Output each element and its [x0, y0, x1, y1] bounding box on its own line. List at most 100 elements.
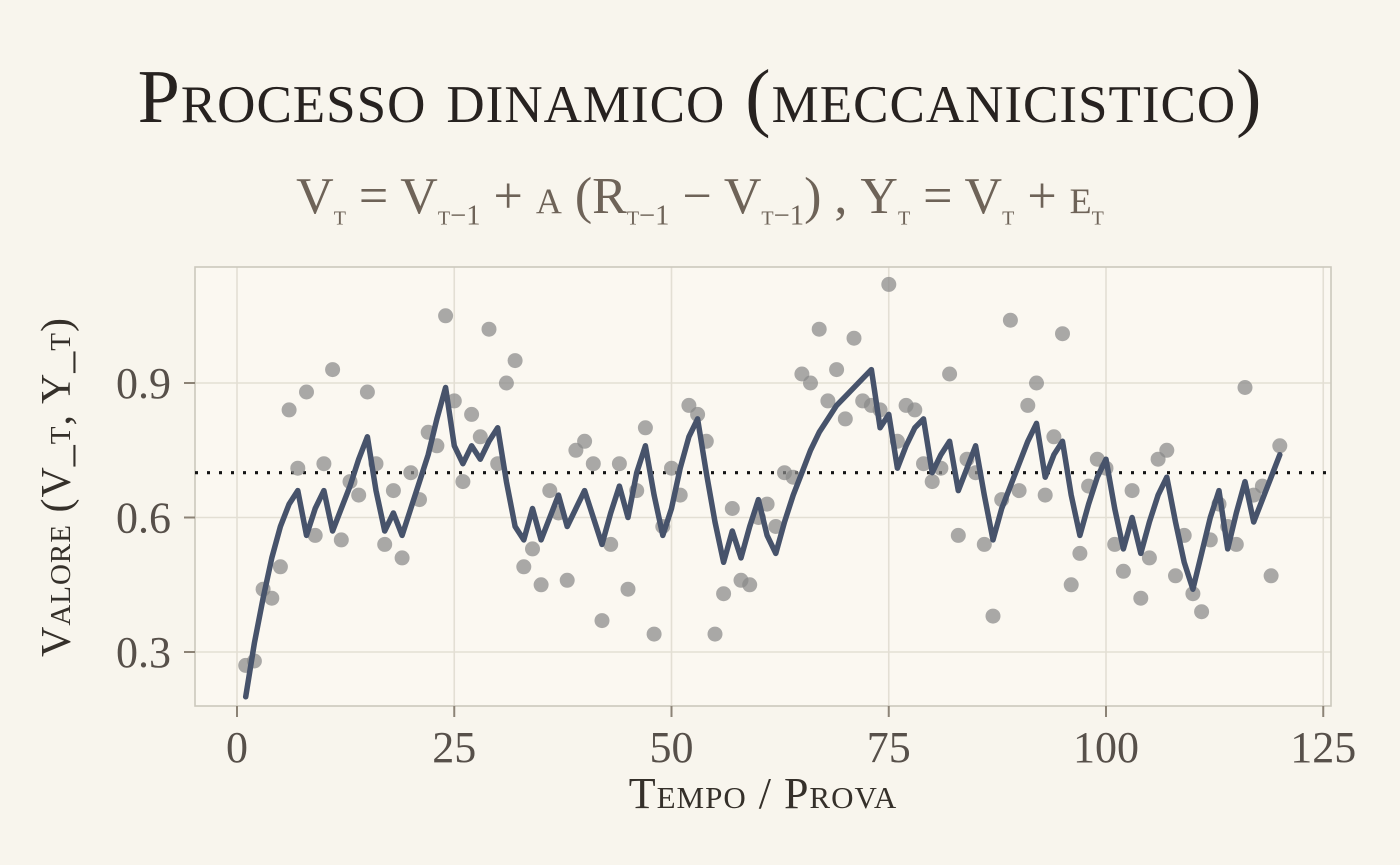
- scatter-point: [907, 402, 923, 418]
- scatter-point: [290, 460, 306, 476]
- scatter-point: [542, 483, 558, 499]
- process-line: [242, 366, 1283, 700]
- scatter-point: [1002, 312, 1018, 328]
- scatter-point: [1272, 438, 1288, 454]
- subtitle-text: + α (R: [480, 168, 627, 225]
- scatter-point: [846, 330, 862, 346]
- subtitle-text: + ε: [1014, 168, 1092, 225]
- subtitle-text: = V: [345, 168, 438, 225]
- chart-subtitle: Vt = Vt−1 + α (Rt−1 − Vt−1) , Yt = Vt + …: [0, 166, 1400, 232]
- chart-title: Processo dinamico (meccanicistico): [137, 55, 1263, 139]
- scatter-point: [316, 456, 332, 472]
- scatter-point: [1037, 487, 1053, 503]
- scatter-point: [403, 465, 419, 481]
- y-axis-title: Valore (V_t, Y_t): [34, 317, 80, 657]
- scatter-point: [837, 411, 853, 427]
- scatter-point: [1046, 429, 1062, 445]
- scatter-point: [742, 577, 758, 593]
- scatter-point: [759, 496, 775, 512]
- scatter-point: [1029, 375, 1044, 391]
- scatter-point: [1020, 397, 1036, 413]
- scatter-point: [1194, 604, 1210, 620]
- subtitle-subscript: t: [1091, 200, 1104, 232]
- scatter-point: [985, 608, 1001, 624]
- scatter-point: [1168, 568, 1183, 584]
- scatter-point: [472, 429, 488, 445]
- scatter-point: [829, 362, 845, 378]
- y-tick-label: 0.6: [116, 494, 171, 543]
- panel-background: [195, 267, 1331, 706]
- scatter-point: [351, 487, 367, 503]
- scatter-point: [455, 474, 471, 490]
- scatter-point: [325, 362, 341, 378]
- x-axis-title: Tempo / Prova: [628, 769, 898, 818]
- scatter-point: [881, 276, 897, 292]
- scatter-point: [464, 406, 480, 422]
- scatter-point: [533, 577, 549, 593]
- scatter-point: [716, 586, 732, 602]
- panel-border: [194, 266, 1332, 707]
- subtitle-subscript: t−1: [626, 200, 670, 232]
- scatter-point: [577, 433, 593, 449]
- scatter-point: [1107, 536, 1123, 552]
- x-tick-label: 0: [226, 723, 248, 772]
- y-tick-label: 0.3: [116, 628, 171, 677]
- scatter-point: [507, 353, 523, 369]
- scatter-point: [707, 626, 723, 642]
- scatter-point: [481, 321, 497, 337]
- scatter-point: [637, 420, 653, 436]
- scatter-point: [585, 456, 601, 472]
- scatter-point: [820, 393, 836, 409]
- x-tick-label: 75: [867, 723, 911, 772]
- scatter-point: [1072, 545, 1088, 561]
- scatter-point: [1237, 380, 1253, 395]
- scatter-point: [559, 572, 575, 588]
- subtitle-subscript: t−1: [437, 200, 481, 232]
- scatter-point: [1133, 590, 1149, 606]
- x-tick-label: 125: [1290, 723, 1356, 772]
- x-tick-label: 50: [650, 723, 694, 772]
- scatter-point: [724, 501, 740, 516]
- subtitle-text: − V: [669, 168, 762, 225]
- scatter-point: [385, 483, 401, 499]
- subtitle-text: = V: [910, 168, 1003, 225]
- scatter-point: [924, 474, 940, 490]
- scatter-point: [1185, 586, 1201, 602]
- scatter-point: [594, 613, 610, 629]
- scatter-point: [811, 321, 827, 337]
- scatter-point: [394, 550, 410, 566]
- scatter-point: [611, 456, 627, 472]
- scatter-point: [690, 406, 706, 422]
- scatter-point: [942, 366, 958, 382]
- scatter-point: [272, 559, 288, 575]
- subtitle-subscript: t: [897, 200, 911, 232]
- scatter-point: [307, 527, 323, 543]
- scatter-point: [1063, 577, 1079, 593]
- subtitle-text: ) , Y: [804, 168, 898, 225]
- scatter-point: [359, 384, 375, 400]
- scatter-point: [1115, 563, 1131, 579]
- scatter-point: [976, 536, 992, 552]
- subtitle-subscript: t: [333, 200, 346, 232]
- scatter-point: [438, 308, 454, 324]
- scatter-point: [803, 375, 818, 391]
- scatter-point: [333, 532, 349, 548]
- scatter-point: [264, 590, 280, 606]
- scatter-point: [525, 541, 540, 557]
- scatter-point: [1263, 568, 1279, 584]
- scatter-point: [1141, 550, 1157, 566]
- scatter-point: [516, 559, 532, 575]
- scatter-point: [664, 460, 679, 476]
- scatter-point: [950, 527, 966, 543]
- scatter-point: [1228, 536, 1244, 552]
- scatter-point: [620, 581, 636, 597]
- scatter-point: [1055, 326, 1070, 342]
- scatter-point: [1159, 442, 1175, 458]
- scatter-point: [281, 402, 297, 418]
- x-tick-label: 100: [1073, 723, 1139, 772]
- scatter-point: [1011, 483, 1027, 499]
- subtitle-subscript: t: [1002, 200, 1015, 232]
- subtitle-text: V: [296, 168, 334, 225]
